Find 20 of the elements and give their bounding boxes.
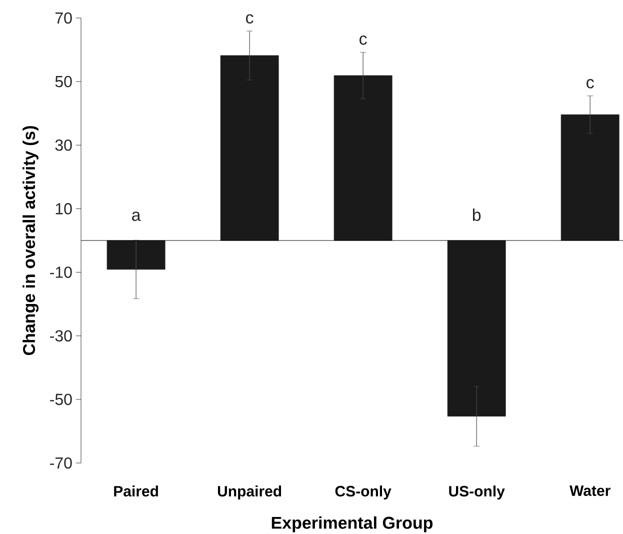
annotation: c bbox=[360, 36, 367, 45]
y-tick-label: -50 bbox=[50, 394, 72, 406]
annotation: c bbox=[586, 79, 594, 88]
y-tick-label: 70 bbox=[56, 12, 72, 24]
y-tick-label: -70 bbox=[50, 457, 72, 469]
x-tick-label: Unpaired bbox=[218, 486, 282, 500]
annotation: a bbox=[132, 212, 141, 221]
y-tick-label: -10 bbox=[50, 266, 72, 278]
y-tick-label: 50 bbox=[55, 76, 72, 88]
x-tick-label: US-only bbox=[449, 486, 505, 500]
x-tick-label: CS-only bbox=[335, 486, 392, 500]
x-tick-label: Paired bbox=[114, 486, 158, 497]
annotation: b bbox=[472, 208, 481, 221]
y-axis-title: Change in overall activity (s) bbox=[22, 126, 39, 356]
annotation: c bbox=[246, 14, 254, 24]
x-tick-label: Water bbox=[570, 486, 610, 496]
y-tick-label: 30 bbox=[55, 139, 72, 151]
y-tick-label: -30 bbox=[50, 330, 72, 342]
x-axis-title: Experimental Group bbox=[272, 516, 433, 532]
y-tick-label: 10 bbox=[56, 203, 72, 214]
